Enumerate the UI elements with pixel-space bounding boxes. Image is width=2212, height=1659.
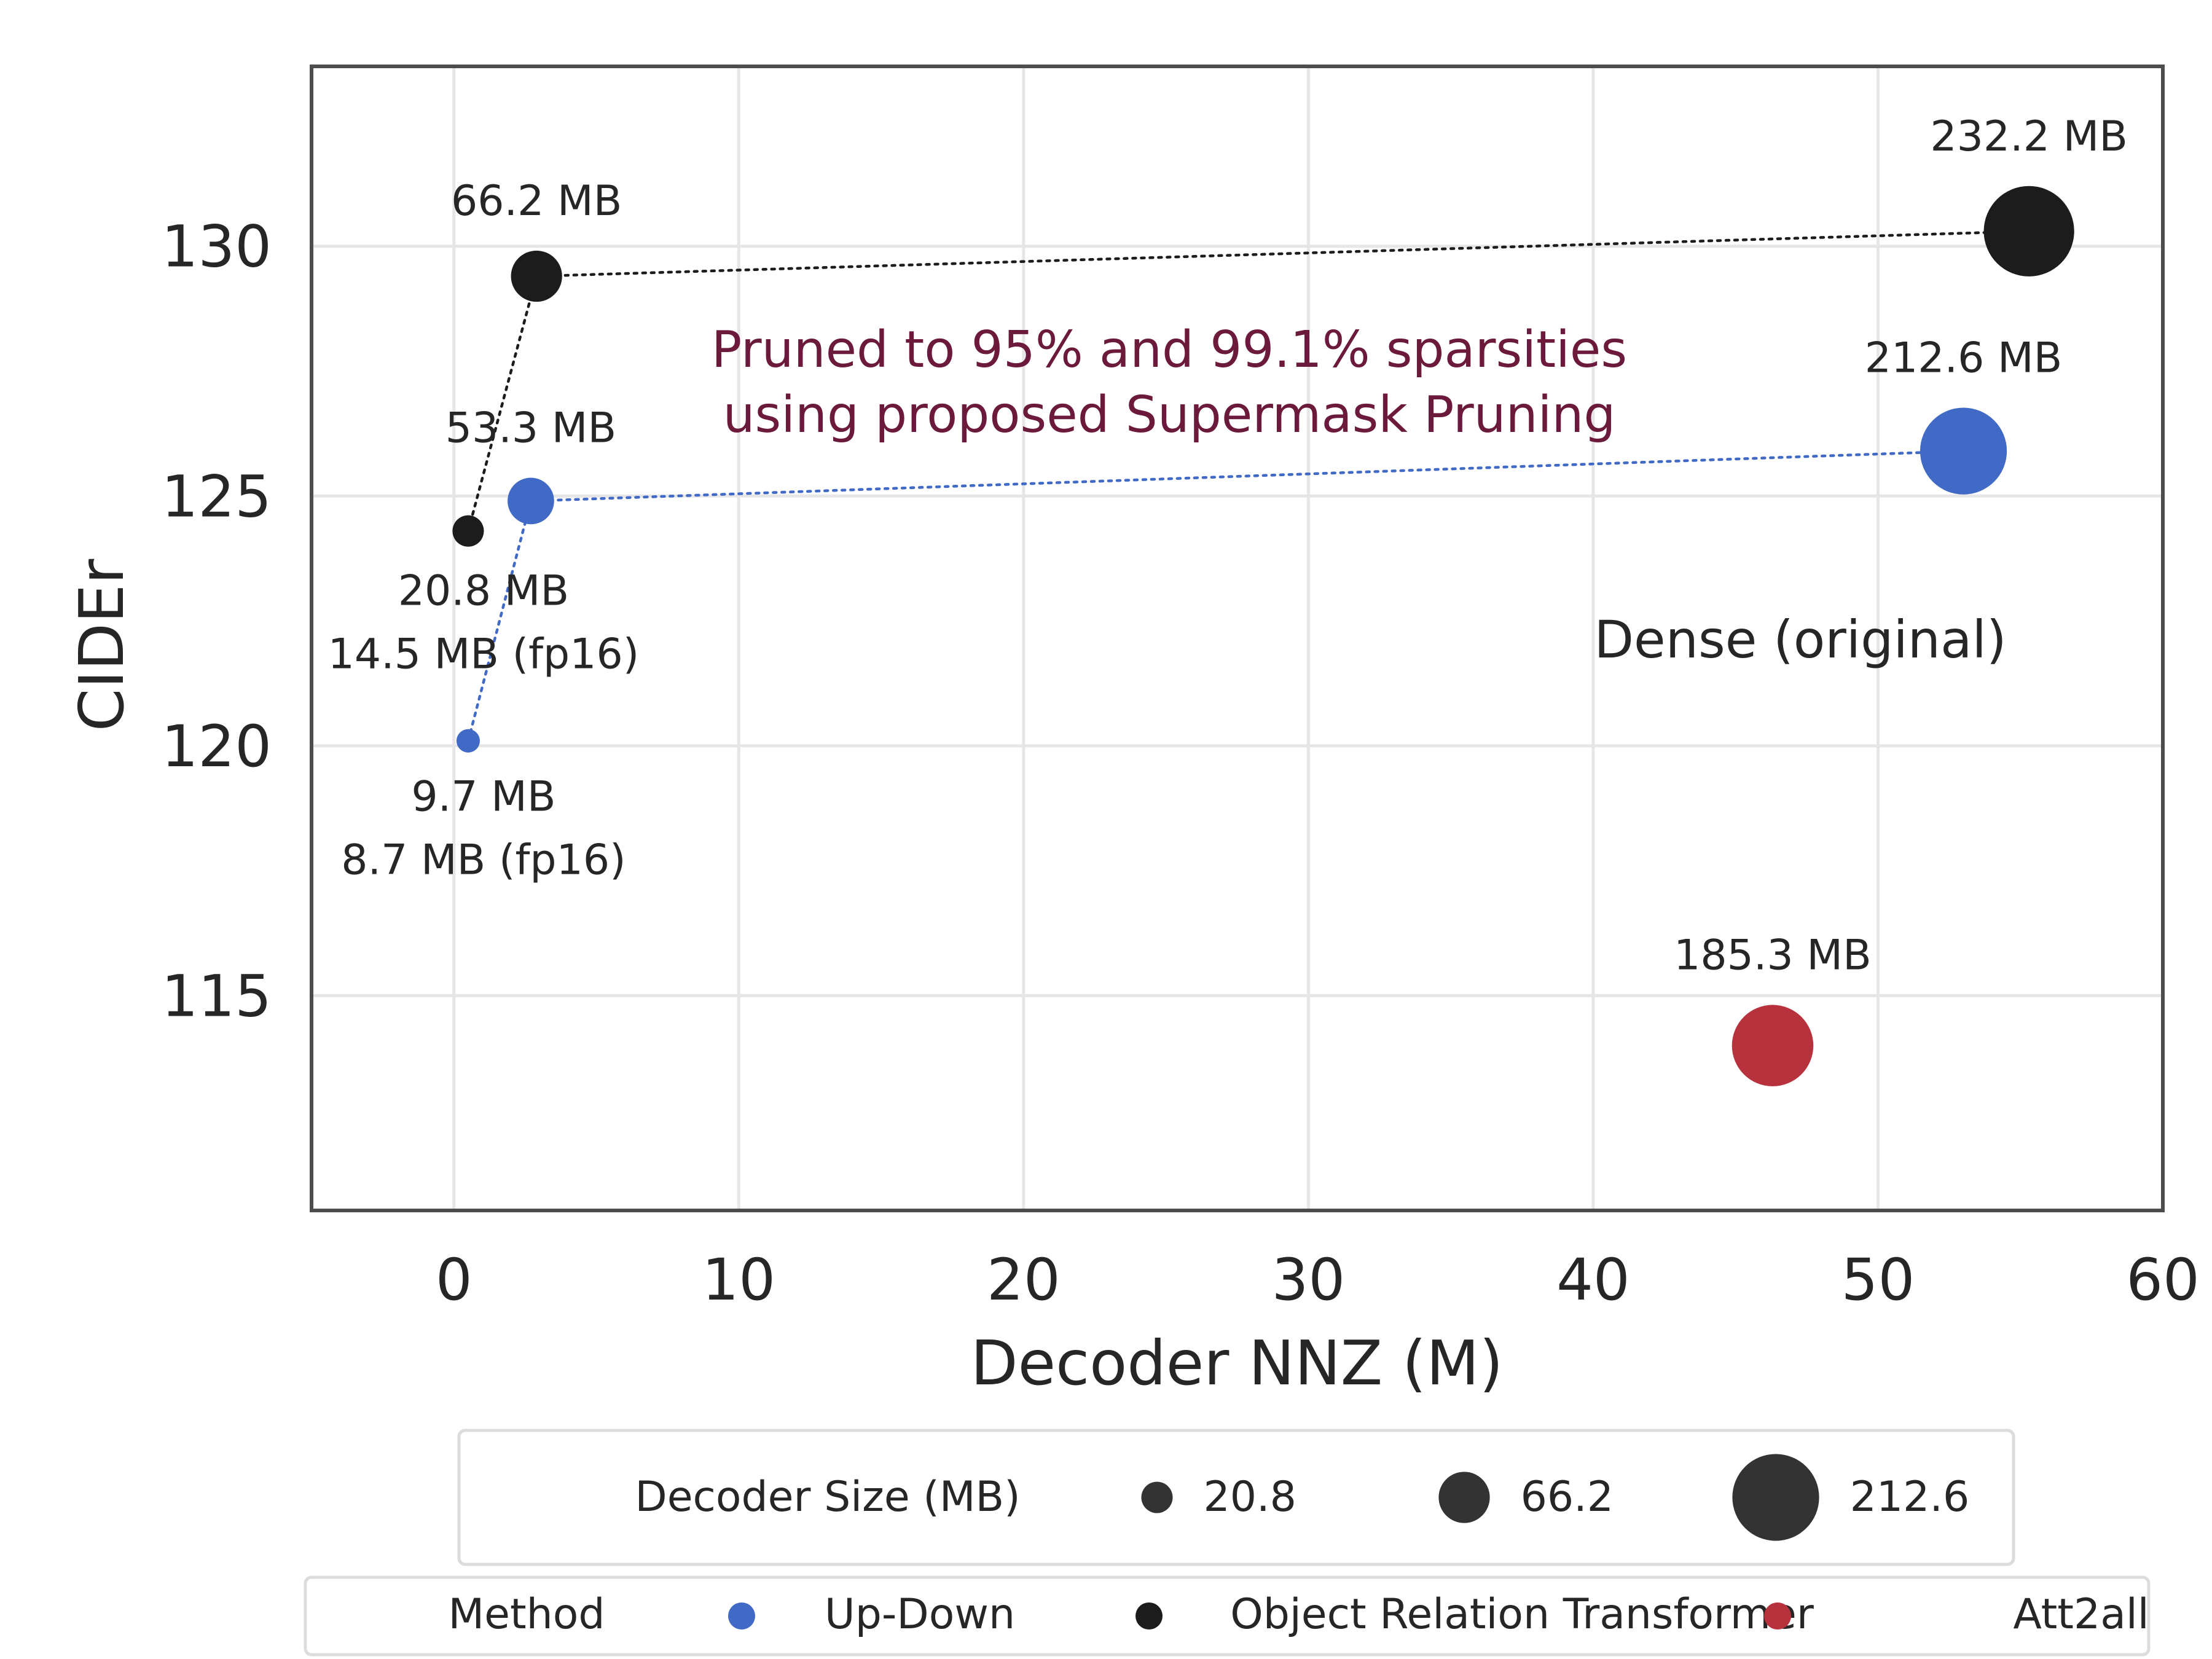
point-label-up-down: 8.7 MB (fp16) bbox=[341, 836, 626, 885]
x-axis-title: Decoder NNZ (M) bbox=[971, 1327, 1504, 1399]
point-label-object-relation-transformer: 20.8 MB bbox=[398, 567, 569, 616]
data-points bbox=[452, 186, 2074, 1086]
pruned-note-line2: using proposed Supermask Pruning bbox=[723, 386, 1616, 444]
method-legend-box bbox=[304, 1575, 2151, 1657]
x-tick-label: 20 bbox=[987, 1247, 1061, 1314]
pruned-note-line1: Pruned to 95% and 99.1% sparsities bbox=[712, 321, 1627, 379]
x-tick-label: 0 bbox=[436, 1247, 473, 1314]
size-legend-entries: 20.8 66.2 212.6 bbox=[1141, 1454, 1970, 1541]
series-line-object-relation-transformer bbox=[466, 230, 2031, 533]
point-label-up-down: 9.7 MB bbox=[411, 773, 555, 822]
size-legend-label: 20.8 bbox=[1204, 1473, 1296, 1521]
size-legend-marker bbox=[1141, 1481, 1173, 1513]
point-label-object-relation-transformer: 14.5 MB (fp16) bbox=[328, 630, 640, 679]
y-tick-label: 115 bbox=[162, 963, 272, 1030]
grid-lines bbox=[312, 66, 2165, 1210]
size-legend-marker bbox=[1438, 1472, 1490, 1523]
point-up-down bbox=[508, 477, 554, 525]
size-legend-title: Decoder Size (MB) bbox=[635, 1473, 1020, 1521]
series-line-up-down bbox=[466, 449, 1965, 742]
point-object-relation-transformer bbox=[452, 515, 484, 547]
point-label-up-down: 212.6 MB bbox=[1865, 334, 2063, 382]
y-axis-title: CIDEr bbox=[66, 559, 138, 732]
point-label-object-relation-transformer: 232.2 MB bbox=[1930, 112, 2128, 161]
point-labels: 9.7 MB 8.7 MB (fp16) 53.3 MB 212.6 MB 20.8 M… bbox=[328, 112, 2128, 980]
method-legend-label: Att2all bbox=[2013, 1590, 2149, 1639]
size-legend-box bbox=[457, 1429, 2015, 1566]
x-tick-label: 40 bbox=[1556, 1247, 1630, 1314]
series-lines bbox=[466, 230, 2031, 742]
x-tick-label: 10 bbox=[702, 1247, 775, 1314]
method-legend-title: Method bbox=[448, 1590, 605, 1639]
y-tick-label: 125 bbox=[162, 463, 272, 530]
tick-labels: 0 10 20 30 40 50 60 115 120 125 130 bbox=[162, 214, 2200, 1314]
method-legend-marker bbox=[1764, 1602, 1791, 1630]
x-tick-label: 60 bbox=[2126, 1247, 2200, 1314]
size-legend-label: 66.2 bbox=[1521, 1473, 1614, 1521]
point-up-down bbox=[456, 729, 480, 753]
x-tick-label: 50 bbox=[1841, 1247, 1915, 1314]
point-att2all bbox=[1732, 1005, 1814, 1086]
method-legend-entries: Up-Down Object Relation Transformer Att2al… bbox=[728, 1590, 2149, 1639]
method-legend-label: Object Relation Transformer bbox=[1230, 1590, 1814, 1639]
dense-note: Dense (original) bbox=[1594, 610, 2006, 670]
point-object-relation-transformer bbox=[1983, 186, 2074, 276]
size-legend-marker bbox=[1732, 1454, 1819, 1541]
y-tick-label: 130 bbox=[162, 214, 272, 281]
point-label-object-relation-transformer: 66.2 MB bbox=[451, 177, 622, 226]
point-label-att2all: 185.3 MB bbox=[1674, 931, 1872, 979]
plot-frame bbox=[310, 65, 2165, 1212]
method-legend-marker bbox=[728, 1602, 755, 1630]
point-object-relation-transformer bbox=[511, 250, 562, 302]
size-legend-label: 212.6 bbox=[1850, 1473, 1970, 1521]
y-tick-label: 120 bbox=[162, 713, 272, 780]
method-legend: Method Up-Down Object Relation Transforme… bbox=[304, 1575, 2151, 1657]
size-legend: Decoder Size (MB) 20.8 66.2 212.6 bbox=[457, 1429, 2015, 1566]
method-legend-label: Up-Down bbox=[825, 1590, 1015, 1639]
x-tick-label: 30 bbox=[1272, 1247, 1346, 1314]
point-label-up-down: 53.3 MB bbox=[445, 404, 616, 453]
point-up-down bbox=[1920, 407, 2007, 495]
method-legend-marker bbox=[1135, 1602, 1163, 1630]
